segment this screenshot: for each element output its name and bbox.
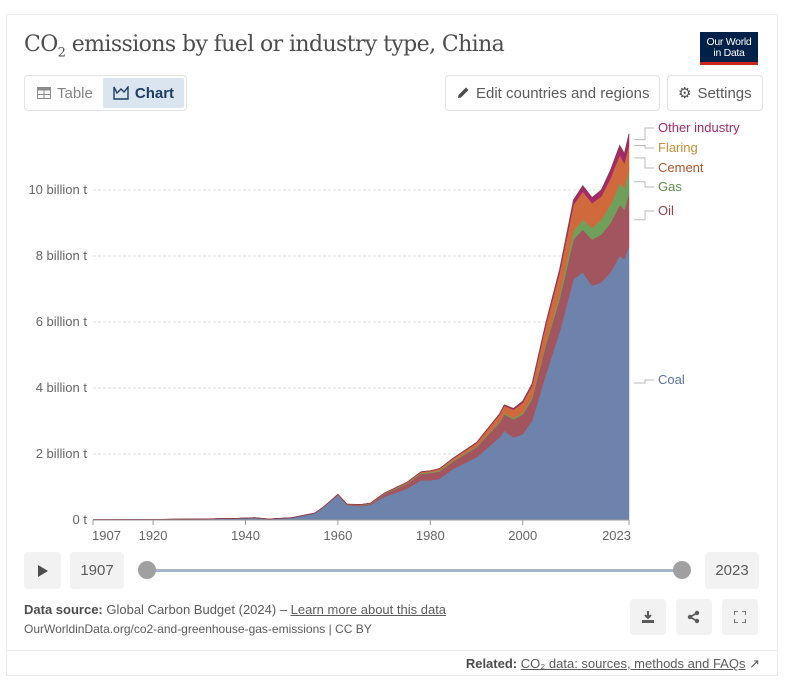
fullscreen-button[interactable] — [722, 599, 758, 635]
x-tick-label: 1980 — [416, 528, 445, 543]
x-tick-label: 1960 — [323, 528, 352, 543]
x-tick-label: 1907 — [92, 528, 121, 543]
legend-connector — [634, 127, 654, 141]
stacked-area-chart: 0 t 2 billion t 4 billion t 6 billion t 8 bi… — [28, 120, 740, 543]
timeline-slider[interactable] — [147, 569, 682, 572]
table-icon — [37, 87, 51, 99]
legend-connector — [634, 210, 654, 221]
download-icon — [642, 611, 654, 623]
y-tick-label: 4 billion t — [36, 380, 88, 395]
legend-connector — [634, 157, 654, 169]
settings-label: Settings — [697, 84, 752, 102]
edit-countries-button[interactable]: Edit countries and regions — [445, 75, 661, 111]
edit-countries-label: Edit countries and regions — [476, 84, 650, 102]
tab-table-label: Table — [57, 84, 93, 102]
legend-connector — [634, 181, 654, 188]
legend-connector — [634, 144, 654, 149]
settings-button[interactable]: ⚙ Settings — [667, 75, 763, 111]
tab-chart-label: Chart — [134, 84, 175, 102]
related-link-row: Related: CO₂ data: sources, methods and … — [466, 656, 760, 672]
y-tick-label: 6 billion t — [36, 314, 88, 329]
play-icon — [37, 564, 48, 577]
footer-divider — [6, 650, 778, 651]
y-tick-label: 0 t — [73, 512, 88, 527]
tab-chart[interactable]: Chart — [102, 78, 185, 108]
related-link[interactable]: CO₂ data: sources, methods and FAQs — [520, 656, 746, 671]
share-button[interactable] — [676, 599, 712, 635]
gear-icon: ⚙ — [678, 85, 692, 102]
logo-line1: Our World — [706, 36, 752, 48]
view-tabs: Table Chart — [24, 75, 188, 111]
chart-frame — [6, 14, 778, 676]
related-label: Related: — [465, 656, 518, 671]
owid-logo[interactable]: Our World in Data — [700, 32, 758, 65]
play-button[interactable] — [24, 552, 61, 589]
y-tick-label: 8 billion t — [36, 248, 88, 263]
legend-label-coal: Coal — [658, 372, 685, 387]
tab-table[interactable]: Table — [27, 78, 103, 108]
end-handle[interactable] — [673, 561, 691, 579]
chart-icon — [113, 86, 129, 100]
x-tick-label: 2000 — [508, 528, 537, 543]
end-year-box[interactable]: 2023 — [705, 552, 759, 589]
area-coal — [92, 246, 630, 521]
legend-label-cement: Cement — [658, 160, 704, 175]
x-tick-label: 2023 — [602, 528, 631, 543]
source-url: OurWorldinData.org/co2-and-greenhouse-ga… — [24, 622, 372, 636]
fullscreen-icon — [734, 611, 746, 623]
chart-title: CO2 emissions by fuel or industry type, … — [24, 32, 505, 61]
x-tick-label: 1920 — [139, 528, 168, 543]
total-outline — [92, 133, 630, 521]
download-button[interactable] — [630, 599, 666, 635]
logo-line2: in Data — [713, 47, 745, 59]
data-source: Data source: Global Carbon Budget (2024)… — [24, 602, 446, 617]
legend-connector — [634, 379, 654, 384]
y-tick-label: 10 billion t — [28, 182, 87, 197]
source-text: Global Carbon Budget (2024) – — [102, 602, 291, 617]
learn-more-link[interactable]: Learn more about this data — [290, 602, 447, 617]
y-tick-label: 2 billion t — [36, 446, 88, 461]
x-tick-label: 1940 — [231, 528, 260, 543]
share-icon — [687, 610, 700, 624]
legend-label-flaring: Flaring — [658, 140, 698, 155]
start-handle[interactable] — [138, 561, 156, 579]
legend-label-oil: Oil — [658, 203, 674, 218]
external-link-icon: ↗ — [749, 656, 760, 671]
legend-label-other-industry: Other industry — [658, 120, 740, 135]
pencil-icon — [458, 87, 469, 98]
source-label: Data source: — [24, 602, 103, 617]
start-year-box[interactable]: 1907 — [70, 552, 124, 589]
legend-label-gas: Gas — [658, 179, 682, 194]
